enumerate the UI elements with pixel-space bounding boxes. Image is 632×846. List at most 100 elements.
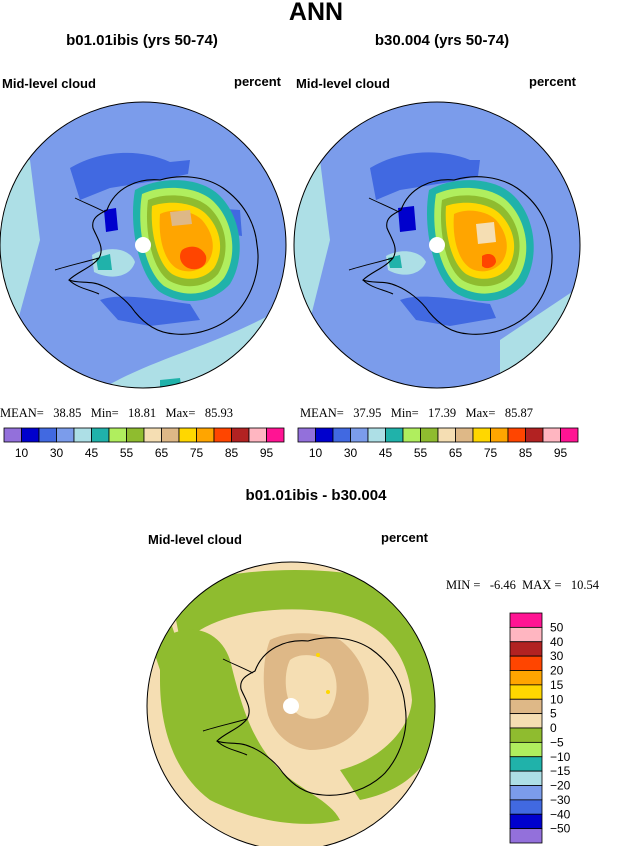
colorbar-swatch [231, 427, 250, 443]
colorbar-tick-label: 65 [449, 446, 463, 460]
panel3-title: b01.01ibis - b30.004 [245, 487, 387, 504]
colorbar-tick-label: 45 [379, 446, 393, 460]
colorbar-swatch [196, 427, 215, 443]
colorbar-swatch [509, 713, 543, 729]
panel3-contour-inner-wheat [285, 655, 337, 719]
colorbar-swatch [420, 427, 439, 443]
colorbar-swatch [143, 427, 162, 443]
colorbar-tick-label: 75 [484, 446, 498, 460]
colorbar-tick-label: 95 [260, 446, 274, 460]
colorbar-swatch [509, 828, 543, 844]
colorbar-swatch [385, 427, 404, 443]
colorbar-tick-label: 40 [550, 635, 564, 649]
colorbar-tick-label: −50 [550, 822, 571, 836]
colorbar-swatch [161, 427, 180, 443]
colorbar-tick-label: 30 [344, 446, 358, 460]
panel2-contour-south-blue [400, 296, 496, 326]
panel1-contour-dark [104, 208, 118, 232]
colorbar-swatch [266, 427, 285, 443]
colorbar-swatch [297, 427, 316, 443]
colorbar-tick-label: 85 [225, 446, 239, 460]
colorbar-swatch [455, 427, 474, 443]
panel3-contour-yellow-spot [316, 653, 320, 657]
panel2-max-label: Max= [465, 406, 496, 420]
colorbar-swatch [509, 785, 543, 801]
panel2-title: b30.004 (yrs 50-74) [374, 32, 510, 49]
panel1-contour-peninsula-teal [96, 254, 112, 270]
colorbar-tick-label: 0 [550, 721, 557, 735]
panel2-max: 85.87 [504, 406, 533, 420]
colorbar-swatch [213, 427, 232, 443]
panel1-min: 18.81 [128, 406, 157, 420]
panel3-units: percent [381, 530, 428, 545]
panel1-contour-south-blue [100, 296, 200, 326]
panel2-contour-dark [398, 206, 416, 232]
colorbar-swatch [509, 698, 543, 715]
panel1-title: b01.01ibis (yrs 50-74) [66, 32, 218, 49]
page-title: ANN [288, 0, 344, 26]
panel1-variable: Mid-level cloud [2, 76, 96, 91]
colorbar-swatch [56, 427, 75, 443]
colorbar-tick-label: −10 [550, 750, 571, 764]
panel1-stats: MEAN= 38.85 Min= 18.81 Max= 85.93 [0, 406, 233, 421]
panel1-mean-label: MEAN= [0, 406, 44, 420]
colorbar-tick-label: 50 [550, 620, 564, 634]
colorbar-tick-label: 10 [15, 446, 29, 460]
colorbar-tick-label: 75 [190, 446, 204, 460]
colorbar-tick-label: −40 [550, 807, 571, 821]
panel3-max-label: MAX = [522, 578, 562, 592]
panel3-map [146, 561, 436, 846]
colorbar-swatch [509, 813, 543, 830]
colorbar-tick-label: 95 [554, 446, 568, 460]
colorbar-tick-label: 30 [50, 446, 64, 460]
colorbar-tick-label: 15 [550, 678, 564, 692]
colorbar-tick-label: −30 [550, 793, 571, 807]
colorbar-swatch [73, 427, 92, 443]
panel2-map [293, 101, 581, 389]
colorbar-swatch [350, 427, 369, 443]
colorbar-swatch [509, 626, 543, 643]
colorbar-swatch [509, 655, 543, 671]
colorbar-swatch [509, 741, 543, 758]
colorbar-swatch [509, 756, 543, 772]
colorbar-tick-label: 5 [550, 707, 557, 721]
panel2-variable: Mid-level cloud [296, 76, 390, 91]
colorbar-tick-label: 30 [550, 649, 564, 663]
colorbar-swatch [509, 670, 543, 686]
colorbar-swatch [560, 427, 579, 443]
colorbar-swatch [542, 427, 561, 443]
colorbar-tick-label: 55 [414, 446, 428, 460]
panel3-stats: MIN = -6.46 MAX = 10.54 [446, 578, 599, 593]
colorbar-panel1: 10 30 45 55 65 75 85 95 [3, 427, 285, 460]
colorbar-tick-label: −15 [550, 764, 571, 778]
colorbar-swatch [509, 727, 543, 743]
panel3-min-label: MIN = [446, 578, 481, 592]
colorbar-swatch [367, 427, 386, 443]
colorbar-tick-label: 65 [155, 446, 169, 460]
panel3-min: -6.46 [489, 578, 516, 592]
colorbar-tick-label: 10 [309, 446, 323, 460]
panel3-contour-ring [170, 570, 435, 800]
panel2-contour-north [370, 152, 480, 200]
panel2-min-label: Min= [390, 406, 419, 420]
panel1-contour-north [70, 152, 190, 200]
panel3-contour-yellow-spot2 [326, 690, 330, 694]
colorbar-swatch [525, 427, 544, 443]
colorbar-tick-label: −20 [550, 779, 571, 793]
panel3-contour-west-green [160, 629, 340, 824]
colorbar-swatch [108, 427, 127, 443]
colorbar-swatch [509, 799, 543, 815]
colorbar-tick-label: 85 [519, 446, 533, 460]
colorbar-swatch [472, 427, 491, 443]
colorbar-swatch [509, 684, 543, 700]
colorbar-swatch [315, 427, 334, 443]
colorbar-swatch [332, 427, 351, 443]
colorbar-swatch [178, 427, 197, 443]
panel1-min-label: Min= [90, 406, 119, 420]
colorbar-swatch [21, 427, 40, 443]
colorbar-tick-label: 10 [550, 692, 564, 706]
colorbar-swatch [509, 770, 543, 786]
panel1-map [0, 101, 287, 389]
colorbar-tick-label: −5 [550, 735, 564, 749]
